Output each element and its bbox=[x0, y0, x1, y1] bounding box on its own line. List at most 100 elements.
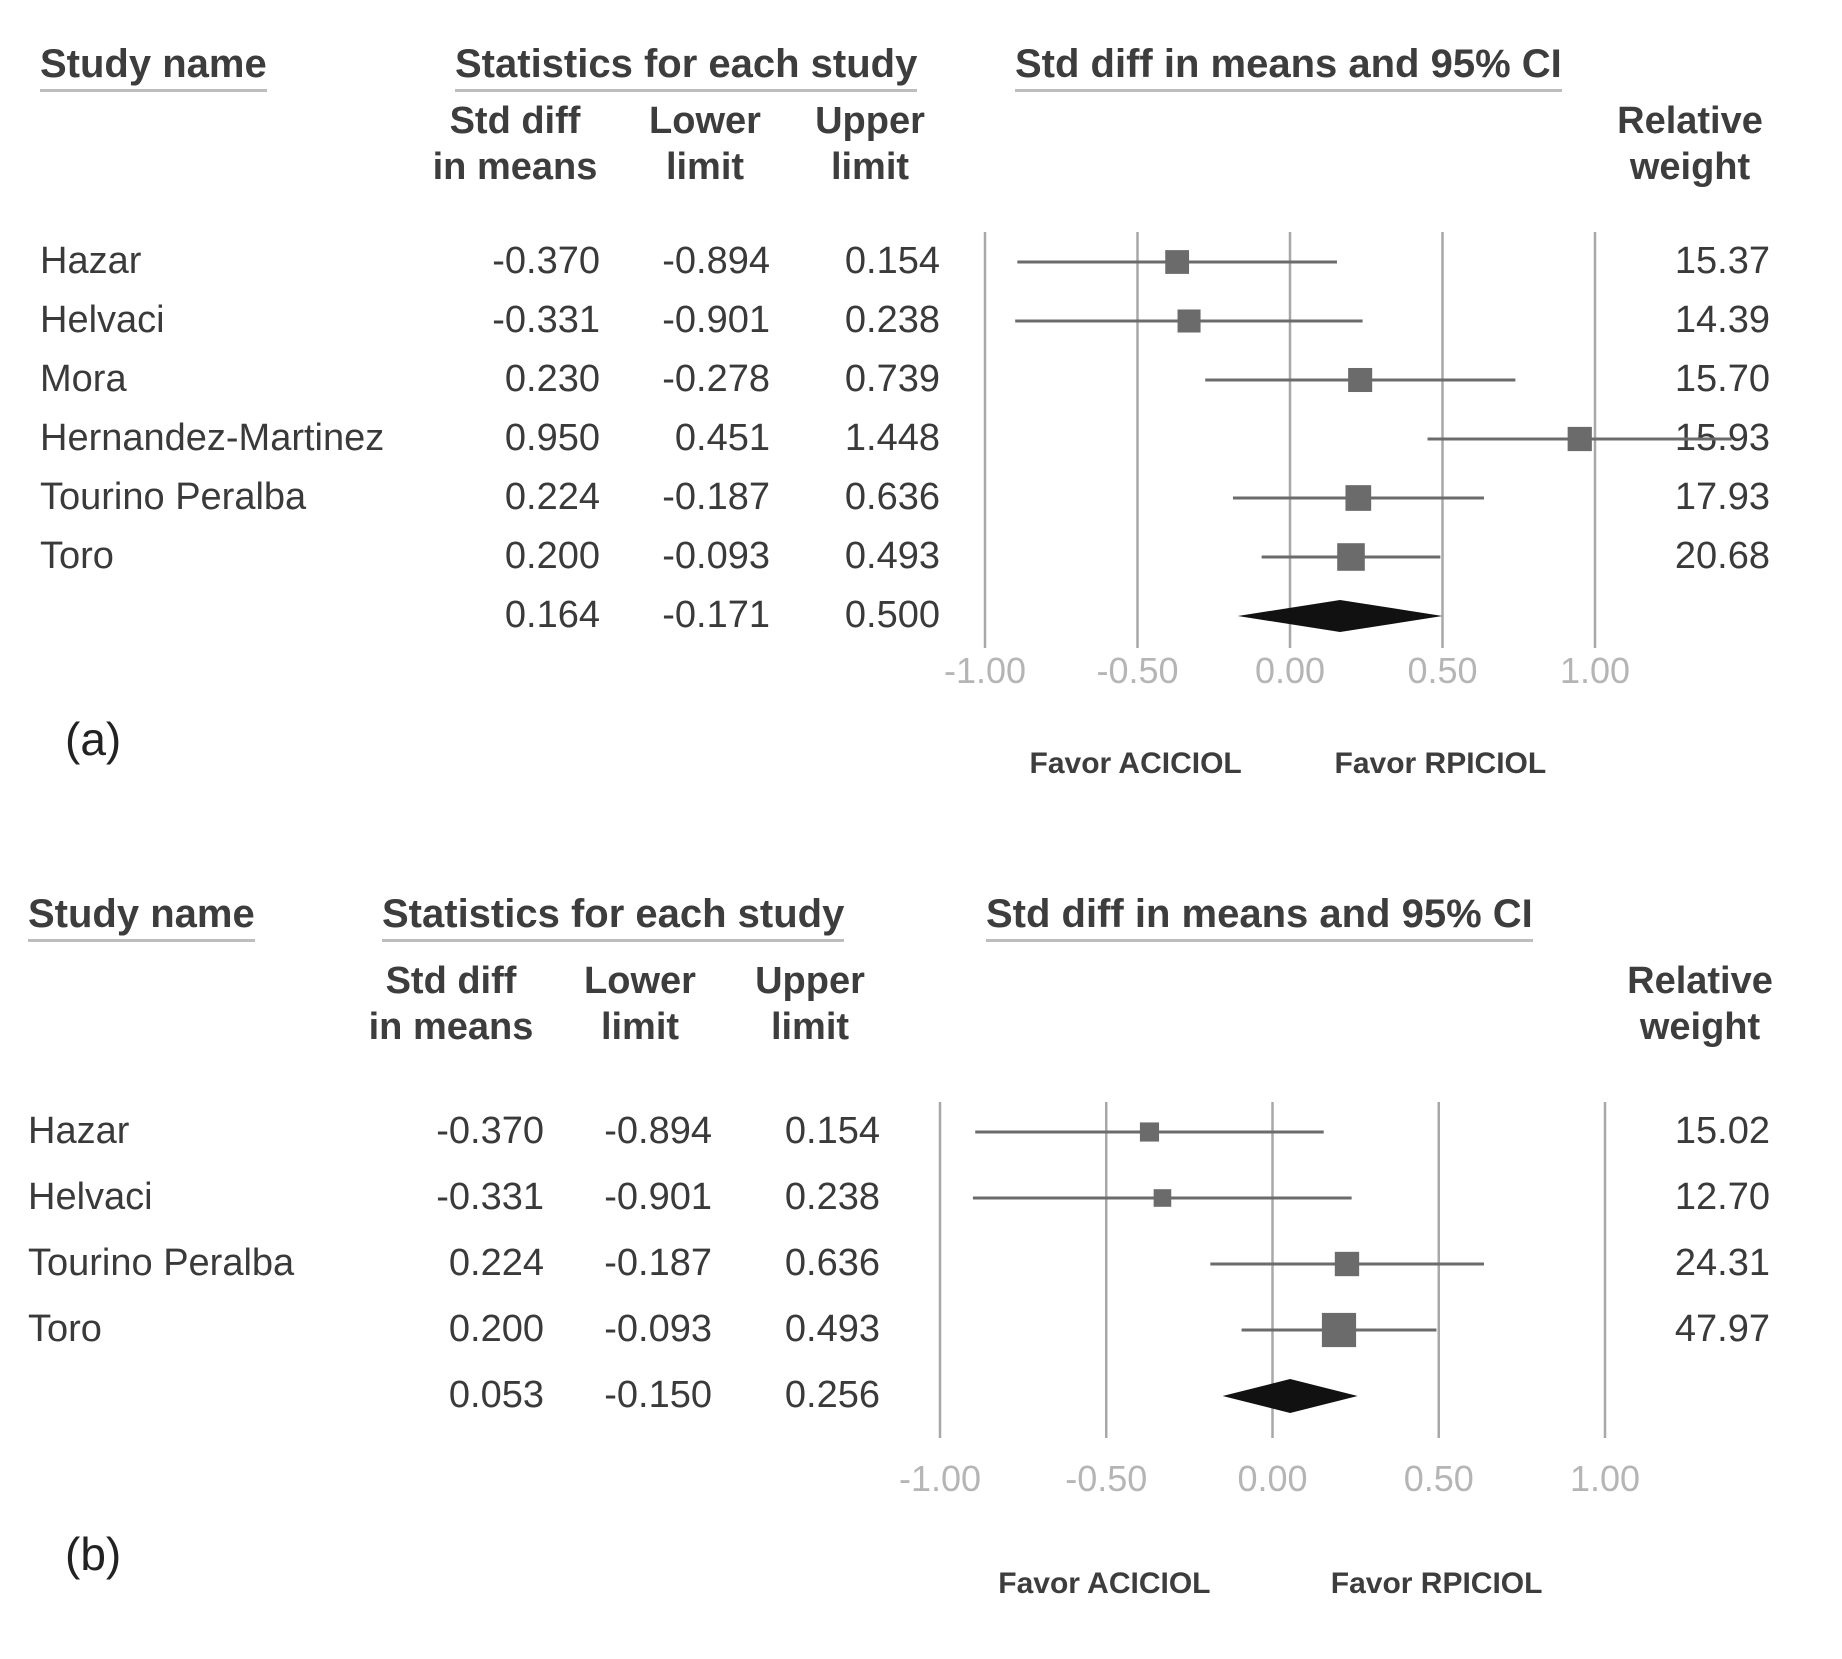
subheader-weight: Relative weight bbox=[1590, 98, 1790, 190]
value-upper: 0.636 bbox=[784, 1242, 880, 1284]
point-estimate-box bbox=[1139, 1122, 1160, 1142]
relative-weight: 24.31 bbox=[1674, 1242, 1770, 1284]
value-upper: 0.493 bbox=[844, 535, 940, 577]
value-std_diff: 0.950 bbox=[504, 417, 600, 459]
forest-plot-b: Study name Statistics for each study Std d… bbox=[0, 850, 1842, 1659]
point-estimate-box bbox=[1153, 1189, 1172, 1207]
x-tick-label: 0.50 bbox=[1407, 650, 1478, 691]
summary-lower: -0.171 bbox=[662, 594, 770, 636]
subheader-lower-line2: limit bbox=[600, 1006, 680, 1048]
point-estimate-box bbox=[1567, 426, 1592, 452]
subheader-upper-line2: limit bbox=[830, 146, 910, 188]
value-upper: 0.154 bbox=[844, 240, 940, 282]
value-upper: 0.238 bbox=[784, 1176, 880, 1218]
value-lower: -0.187 bbox=[604, 1242, 712, 1284]
subheader-weight-line2: weight bbox=[1629, 146, 1751, 188]
subheader-lower: Lower limit bbox=[640, 98, 770, 190]
value-lower: -0.901 bbox=[662, 299, 770, 341]
value-upper: 0.493 bbox=[784, 1308, 880, 1350]
subheader-lower-line1: Lower bbox=[649, 100, 761, 142]
header-study-name: Study name bbox=[28, 892, 255, 942]
x-tick-label: 1.00 bbox=[1559, 650, 1631, 691]
header-statistics: Statistics for each study bbox=[455, 42, 918, 92]
relative-weight: 15.02 bbox=[1674, 1110, 1770, 1152]
subheader-weight-line1: Relative bbox=[1617, 100, 1763, 142]
value-upper: 0.154 bbox=[784, 1110, 880, 1152]
subheader-std_diff: Std diff in means bbox=[430, 98, 600, 190]
header-study-name: Study name bbox=[40, 42, 267, 92]
favor-right-label: Favor RPICIOL bbox=[1334, 747, 1547, 780]
summary-diamond bbox=[1237, 600, 1443, 632]
subheader-std_diff-line1: Std diff bbox=[449, 100, 581, 142]
value-std_diff: -0.370 bbox=[436, 1110, 544, 1152]
summary-std_diff: 0.164 bbox=[504, 594, 600, 636]
point-estimate-box bbox=[1321, 1312, 1357, 1348]
relative-weight: 15.70 bbox=[1674, 358, 1770, 400]
summary-lower: -0.150 bbox=[604, 1374, 712, 1416]
study-name: Helvaci bbox=[40, 299, 165, 341]
value-std_diff: -0.331 bbox=[492, 299, 600, 341]
x-tick-label: -1.00 bbox=[898, 1458, 982, 1499]
value-lower: -0.093 bbox=[604, 1308, 712, 1350]
subheader-std_diff-line2: in means bbox=[432, 146, 598, 188]
relative-weight: 14.39 bbox=[1674, 299, 1770, 341]
subheader-upper-line2: limit bbox=[770, 1006, 850, 1048]
value-lower: -0.093 bbox=[662, 535, 770, 577]
subheader-weight: Relative weight bbox=[1590, 958, 1810, 1050]
point-estimate-box bbox=[1165, 250, 1190, 274]
header-statistics: Statistics for each study bbox=[382, 892, 845, 942]
subheader-upper: Upper limit bbox=[800, 98, 940, 190]
summary-upper: 0.500 bbox=[844, 594, 940, 636]
value-std_diff: -0.370 bbox=[492, 240, 600, 282]
study-name: Tourino Peralba bbox=[40, 476, 307, 518]
study-name: Toro bbox=[40, 535, 114, 577]
point-estimate-box bbox=[1345, 485, 1372, 511]
value-std_diff: 0.200 bbox=[504, 535, 600, 577]
study-name: Helvaci bbox=[28, 1176, 153, 1218]
x-tick-label: -0.50 bbox=[1096, 650, 1179, 691]
subheader-upper-line1: Upper bbox=[815, 100, 925, 142]
subheader-std_diff: Std diff in means bbox=[358, 958, 544, 1050]
value-upper: 0.636 bbox=[844, 476, 940, 518]
value-std_diff: 0.230 bbox=[504, 358, 600, 400]
subheader-std_diff-line2: in means bbox=[368, 1006, 534, 1048]
relative-weight: 20.68 bbox=[1674, 535, 1770, 577]
favor-left-label: Favor ACICIOL bbox=[998, 1567, 1211, 1600]
value-lower: -0.187 bbox=[662, 476, 770, 518]
favor-right-label: Favor RPICIOL bbox=[1330, 1567, 1543, 1600]
forest-plot-area bbox=[938, 1102, 1607, 1438]
subheader-weight-line2: weight bbox=[1639, 1006, 1761, 1048]
point-estimate-box bbox=[1334, 1251, 1360, 1277]
value-lower: -0.894 bbox=[604, 1110, 712, 1152]
subheader-std_diff-line1: Std diff bbox=[385, 960, 517, 1002]
x-tick-label: 0.50 bbox=[1403, 1458, 1474, 1499]
relative-weight: 47.97 bbox=[1674, 1308, 1770, 1350]
study-name: Mora bbox=[40, 358, 127, 400]
subheader-lower-line2: limit bbox=[665, 146, 745, 188]
study-name: Hernandez-Martinez bbox=[40, 417, 385, 459]
subheader-upper: Upper limit bbox=[740, 958, 880, 1050]
subheader-lower-line1: Lower bbox=[584, 960, 696, 1002]
summary-diamond bbox=[1222, 1379, 1358, 1413]
value-upper: 0.238 bbox=[844, 299, 940, 341]
value-lower: -0.278 bbox=[662, 358, 770, 400]
panel-label: (a) bbox=[65, 713, 122, 765]
subheader-upper-line1: Upper bbox=[755, 960, 865, 1002]
value-upper: 0.739 bbox=[844, 358, 940, 400]
favor-left-label: Favor ACICIOL bbox=[1029, 747, 1242, 780]
value-lower: -0.894 bbox=[662, 240, 770, 282]
relative-weight: 17.93 bbox=[1674, 476, 1770, 518]
x-tick-label: 0.00 bbox=[1254, 650, 1326, 691]
subheader-lower: Lower limit bbox=[568, 958, 712, 1050]
value-upper: 1.448 bbox=[844, 417, 940, 459]
panel-label: (b) bbox=[65, 1528, 122, 1580]
point-estimate-box bbox=[1177, 309, 1201, 333]
value-std_diff: 0.224 bbox=[448, 1242, 544, 1284]
study-name: Toro bbox=[28, 1308, 102, 1350]
study-name: Tourino Peralba bbox=[28, 1242, 295, 1284]
x-tick-label: 0.00 bbox=[1237, 1458, 1308, 1499]
summary-upper: 0.256 bbox=[784, 1374, 880, 1416]
relative-weight: 15.37 bbox=[1674, 240, 1770, 282]
study-name: Hazar bbox=[28, 1110, 130, 1152]
value-std_diff: 0.200 bbox=[448, 1308, 544, 1350]
